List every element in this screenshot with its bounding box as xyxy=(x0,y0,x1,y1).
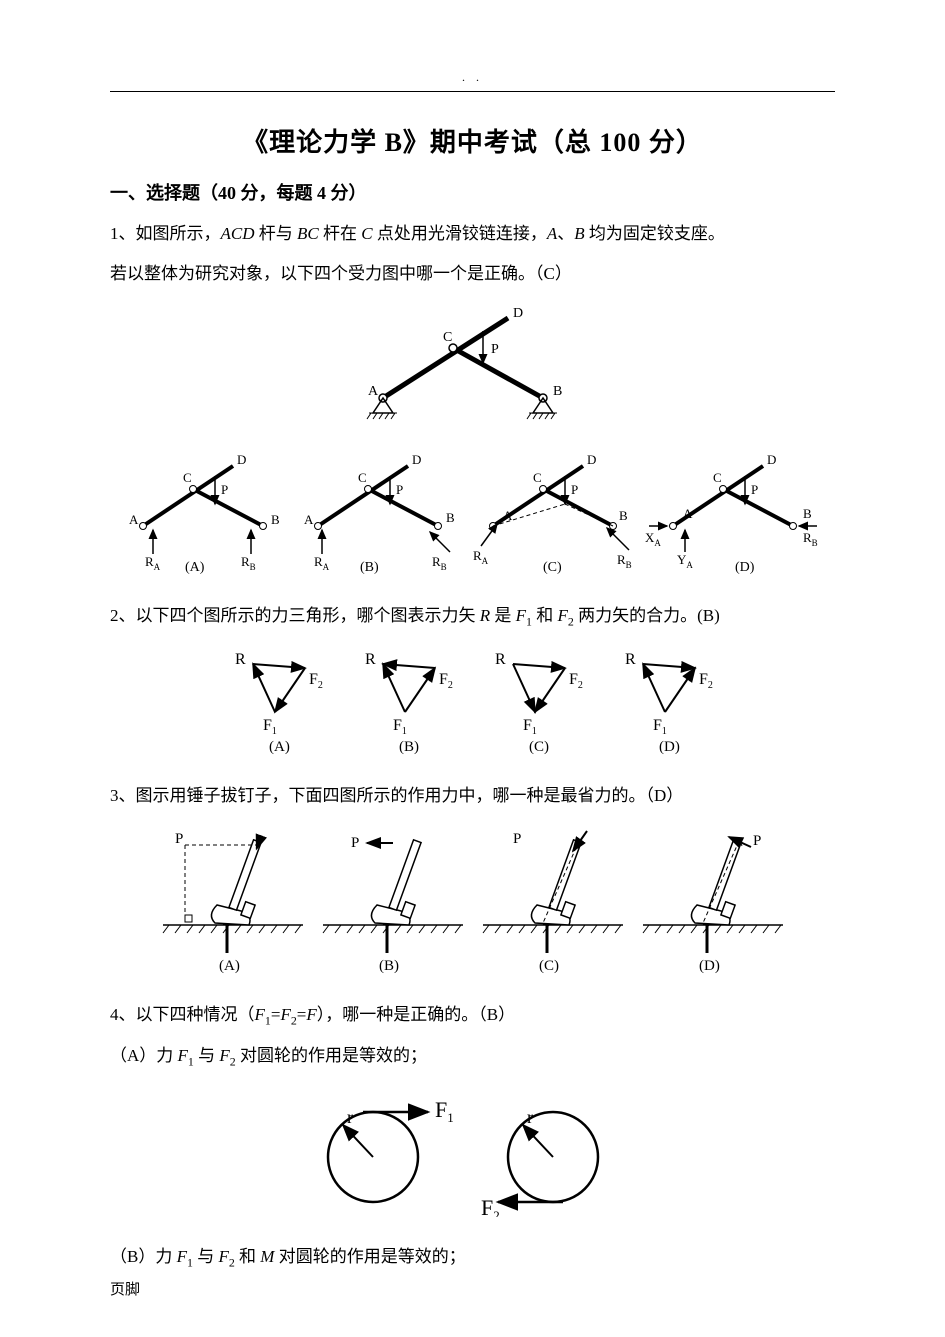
label-A: A xyxy=(368,384,379,399)
q4-text: 4、以下四种情况（F1=F2=F），哪一种是正确的。（B） xyxy=(110,998,835,1033)
svg-text:(C): (C) xyxy=(529,739,549,755)
q3-text: 3、图示用锤子拔钉子，下面四图所示的作用力中，哪一种是最省力的。（D） xyxy=(110,779,835,813)
q4-figure: r F1 r F2 xyxy=(110,1087,835,1222)
svg-text:RB: RB xyxy=(617,552,632,570)
svg-text:C: C xyxy=(183,470,192,485)
svg-text:F1: F1 xyxy=(435,1097,454,1125)
q3-figure: P (A) xyxy=(110,825,835,980)
svg-text:P: P xyxy=(221,482,228,497)
header-dots: . . xyxy=(110,70,835,85)
svg-text:A: A xyxy=(503,508,513,523)
horizontal-rule xyxy=(110,91,835,92)
svg-text:r: r xyxy=(527,1107,533,1127)
svg-text:B: B xyxy=(446,510,455,525)
svg-text:(B): (B) xyxy=(399,739,419,755)
svg-text:R: R xyxy=(235,651,246,668)
svg-text:C: C xyxy=(713,470,722,485)
svg-text:B: B xyxy=(619,508,628,523)
q1-line2: 若以整体为研究对象，以下四个受力图中哪一个是正确。（C） xyxy=(110,257,835,291)
svg-text:C: C xyxy=(358,470,367,485)
svg-text:(D): (D) xyxy=(659,739,680,755)
svg-text:A: A xyxy=(129,512,139,527)
svg-text:A: A xyxy=(304,512,314,527)
svg-text:(C): (C) xyxy=(543,560,562,575)
q2-text: 2、以下四个图所示的力三角形，哪个图表示力矢 R 是 F1 和 F2 两力矢的合… xyxy=(110,599,835,634)
svg-text:(B): (B) xyxy=(360,560,379,575)
q4-optA: （A）力 F1 与 F2 对圆轮的作用是等效的； xyxy=(110,1039,835,1074)
label-B: B xyxy=(553,384,562,399)
svg-text:(D): (D) xyxy=(699,958,720,974)
svg-text:C: C xyxy=(533,470,542,485)
svg-text:(A): (A) xyxy=(219,958,240,974)
svg-text:R: R xyxy=(495,651,506,668)
svg-text:RA: RA xyxy=(314,554,330,572)
svg-text:P: P xyxy=(753,833,761,849)
svg-text:(A): (A) xyxy=(269,739,290,755)
svg-text:(A): (A) xyxy=(185,560,205,575)
svg-text:r: r xyxy=(347,1107,353,1127)
svg-text:RB: RB xyxy=(803,530,818,548)
svg-text:R: R xyxy=(365,651,376,668)
q1-options-figure: P A B C D RA RB (A) P xyxy=(110,446,835,581)
svg-text:A: A xyxy=(683,506,693,521)
svg-text:B: B xyxy=(271,512,280,527)
svg-text:RB: RB xyxy=(241,554,256,572)
svg-text:P: P xyxy=(351,835,359,851)
q4-optB: （B）力 F1 与 F2 和 M 对圆轮的作用是等效的； xyxy=(110,1240,835,1275)
svg-text:(C): (C) xyxy=(539,958,559,974)
svg-text:P: P xyxy=(513,831,521,847)
svg-text:D: D xyxy=(767,452,776,467)
svg-text:(D): (D) xyxy=(735,560,755,575)
page-title: 《理论力学 B》期中考试（总 100 分） xyxy=(110,122,835,159)
q2-figure: R F2 F1 (A) R xyxy=(110,646,835,761)
label-D: D xyxy=(513,306,523,321)
svg-text:D: D xyxy=(412,452,421,467)
svg-text:RA: RA xyxy=(473,548,489,566)
svg-text:P: P xyxy=(175,831,183,847)
svg-text:R: R xyxy=(625,651,636,668)
footer-text: 页脚 xyxy=(110,1278,140,1299)
label-C: C xyxy=(443,330,452,345)
svg-text:P: P xyxy=(396,482,403,497)
svg-text:YA: YA xyxy=(677,552,693,570)
svg-text:F2: F2 xyxy=(481,1195,500,1217)
svg-text:XA: XA xyxy=(645,530,661,548)
svg-text:D: D xyxy=(587,452,596,467)
q1-main-figure: A B C D P xyxy=(110,303,835,428)
svg-text:RA: RA xyxy=(145,554,161,572)
svg-text:RB: RB xyxy=(432,554,447,572)
section-heading: 一、选择题（40 分，每题 4 分） xyxy=(110,179,835,205)
svg-text:P: P xyxy=(571,482,578,497)
svg-text:P: P xyxy=(751,482,758,497)
svg-text:B: B xyxy=(803,506,812,521)
label-P: P xyxy=(491,342,499,357)
svg-text:D: D xyxy=(237,452,246,467)
svg-text:(B): (B) xyxy=(379,958,399,974)
q1-line1: 1、如图所示，ACD 杆与 BC 杆在 C 点处用光滑铰链连接，A、B 均为固定… xyxy=(110,217,835,251)
